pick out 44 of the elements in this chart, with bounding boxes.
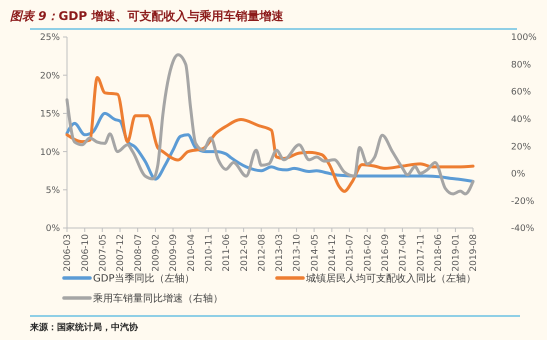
x-tick-label: 2007-12 <box>116 234 126 272</box>
x-tick-label: 2013-03 <box>274 234 285 272</box>
x-tick-label: 2007-05 <box>98 234 108 272</box>
legend-label: 城镇居民人均可支配收入同比（左轴） <box>305 272 476 284</box>
x-tick-label: 2012-01 <box>240 234 250 272</box>
x-tick-label: 2016-02 <box>363 234 374 272</box>
y-tick-label: 10% <box>40 148 60 158</box>
source-note: 来源：国家统计局，中汽协 <box>29 322 139 333</box>
x-tick-label: 2009-02 <box>152 234 162 272</box>
y2-tick-label: -20% <box>511 196 535 207</box>
x-tick-label: 2012-08 <box>257 234 268 272</box>
y-tick-label: 20% <box>40 71 60 82</box>
x-tick-label: 2014-05 <box>310 234 320 272</box>
x-tick-label: 2018-06 <box>434 234 444 272</box>
x-tick-label: 2006-10 <box>80 234 91 272</box>
y-tick-label: 5% <box>46 186 60 196</box>
x-tick-label: 2019-08 <box>469 234 480 272</box>
y2-tick-label: -40% <box>511 224 535 234</box>
y-tick-label: 25% <box>40 33 60 44</box>
x-tick-label: 2011-06 <box>222 234 232 272</box>
x-tick-label: 2015-07 <box>346 234 356 272</box>
x-tick-label: 2014-12 <box>328 234 338 272</box>
y2-tick-label: 40% <box>511 115 532 126</box>
x-tick-label: 2016-09 <box>381 234 392 272</box>
y2-tick-label: 20% <box>511 142 532 152</box>
x-tick-label: 2008-07 <box>134 234 144 272</box>
legend-label: 乘用车销量同比增速（右轴） <box>93 292 223 304</box>
y2-tick-label: 80% <box>511 60 532 70</box>
y2-tick-label: 60% <box>511 88 532 98</box>
x-tick-label: 2019-01 <box>452 234 462 272</box>
x-tick-label: 2017-04 <box>398 234 409 272</box>
x-tick-label: 2006-03 <box>63 234 74 272</box>
y-tick-label: 0% <box>46 224 60 234</box>
y2-tick-label: 100% <box>511 33 538 44</box>
chart-title: 图表 9：GDP 增速、可支配收入与乘用车销量增速 <box>10 9 284 23</box>
x-tick-label: 2009-09 <box>169 234 180 272</box>
x-tick-label: 2010-11 <box>204 234 214 272</box>
legend-label: GDP当季同比（左轴） <box>93 272 194 284</box>
y2-tick-label: 0% <box>511 170 526 180</box>
x-tick-label: 2013-10 <box>292 234 303 272</box>
x-tick-label: 2010-04 <box>186 234 197 272</box>
line-series <box>66 53 474 196</box>
y-tick-label: 15% <box>40 110 60 120</box>
x-tick-label: 2017-11 <box>416 234 426 272</box>
